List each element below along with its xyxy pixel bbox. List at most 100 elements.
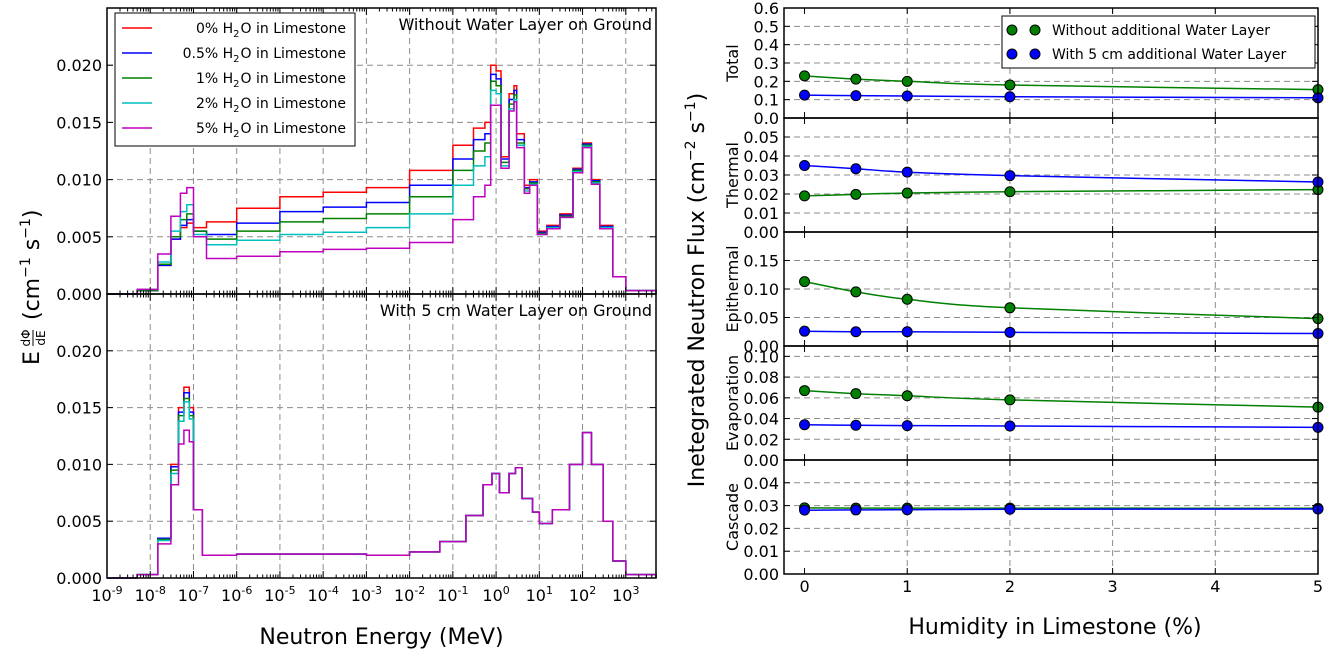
y-tick-label: 0.05	[743, 128, 779, 147]
legend-box	[114, 12, 356, 147]
flux-marker	[799, 89, 811, 101]
flux-marker	[850, 388, 862, 400]
y-tick-label: 0.01	[743, 542, 779, 561]
flux-marker	[850, 504, 862, 516]
y-tick-label: 0.1	[754, 91, 779, 110]
flux-series-line-2	[804, 164, 1319, 183]
flux-marker	[1004, 79, 1016, 91]
flux-series-line-2	[804, 508, 1319, 511]
x-tick-label: 2	[1005, 577, 1015, 596]
flux-marker	[1004, 186, 1016, 198]
flux-marker	[799, 385, 811, 397]
flux-legend: Without additional Water Layer With 5 cm …	[1001, 15, 1316, 69]
x-tick-label: 10-7	[178, 584, 209, 605]
y-tick-label: 0.005	[56, 228, 102, 247]
y-tick-label: 0.005	[56, 512, 102, 531]
legend-label: 0% H2O in Limestone	[196, 21, 346, 40]
flux-marker	[799, 160, 811, 171]
x-axis-label: Neutron Energy (MeV)	[259, 625, 503, 650]
flux-marker	[850, 90, 862, 102]
flux-marker	[799, 190, 811, 202]
y-label-e: E	[20, 351, 45, 365]
flux-marker	[1004, 326, 1016, 338]
y-tick-label: 0.6	[754, 0, 779, 18]
x-tick-label: 102	[569, 584, 596, 605]
y-tick-label: 0.4	[754, 36, 779, 55]
flux-series-line-1	[804, 188, 1319, 197]
y-tick-label: 0.010	[56, 455, 102, 474]
x-tick-label: 5	[1313, 577, 1323, 596]
panel-annotation: With 5 cm Water Layer on Ground	[380, 301, 652, 320]
flux-marker	[901, 90, 913, 102]
flux-marker	[901, 504, 913, 516]
x-tick-label: 10-4	[307, 584, 338, 605]
flux-marker	[901, 326, 913, 338]
y-tick-label: 0.015	[56, 399, 102, 418]
legend-marker	[1006, 48, 1018, 60]
legend-label: 5% H2O in Limestone	[196, 121, 346, 140]
right-chart-integrated-flux: 0.00.10.20.30.40.50.6Total0.000.010.020.…	[683, 0, 1324, 640]
x-tick-label: 10-3	[351, 584, 382, 605]
flux-marker	[901, 420, 913, 432]
legend-marker	[1006, 24, 1018, 36]
flux-marker	[799, 504, 811, 516]
y-tick-label: 0.10	[743, 280, 779, 299]
y-tick-label: 0.05	[743, 309, 779, 328]
flux-marker	[1004, 420, 1016, 432]
legend-marker	[1029, 24, 1041, 36]
x-axis-label: Humidity in Limestone (%)	[908, 615, 1201, 640]
y-tick-label: 0.3	[754, 54, 779, 73]
flux-marker	[799, 276, 811, 288]
y-tick-label: 0.02	[743, 519, 779, 538]
flux-series-line-1	[804, 280, 1319, 320]
flux-marker	[850, 286, 862, 298]
x-tick-label: 4	[1210, 577, 1220, 596]
flux-marker	[901, 187, 913, 199]
flux-marker	[850, 163, 862, 175]
x-tick-label: 1	[902, 577, 912, 596]
flux-marker	[850, 188, 862, 200]
panel-label: Total	[723, 44, 742, 82]
x-tick-label: 10-8	[135, 584, 166, 605]
y-tick-label: 0.0	[754, 109, 779, 128]
y-tick-label: 0.04	[743, 147, 779, 166]
x-tick-label: 10-5	[264, 584, 295, 605]
flux-series-line-1	[804, 389, 1319, 408]
legend-label: 2% H2O in Limestone	[196, 96, 346, 115]
y-tick-label: 0.06	[743, 389, 779, 408]
y-tick-label: 0.015	[56, 113, 102, 132]
y-tick-label: 0.020	[56, 342, 102, 361]
spectrum-series-4	[107, 401, 657, 579]
y-tick-label: 0.00	[743, 565, 779, 584]
x-tick-label: 10-1	[437, 584, 468, 605]
panel-label: Thermal	[723, 142, 742, 209]
legend-marker	[1029, 48, 1041, 60]
spectrum-series-2	[107, 392, 657, 579]
flux-marker	[901, 75, 913, 87]
y-tick-label: 0.02	[743, 185, 779, 204]
y-label-frac-num: dΦ	[19, 329, 33, 346]
flux-series-line-2	[804, 330, 1319, 335]
legend-label: With 5 cm additional Water Layer	[1052, 47, 1286, 63]
y-axis-label: Inetegrated Neutron Flux (cm−2 s−1)	[683, 93, 710, 487]
panel-frame	[106, 293, 657, 579]
y-tick-label: 0.00	[743, 337, 779, 356]
y-tick-label: 0.03	[743, 166, 779, 185]
left-chart-spectrum: 0.000 0.005 0.010 0.015 0.020 Without Water L…	[18, 7, 657, 650]
spectrum-series-3	[107, 397, 657, 579]
flux-marker	[850, 73, 862, 85]
legend-label: 1% H2O in Limestone	[196, 71, 346, 90]
panel-frame	[783, 345, 1319, 461]
y-tick-label: 0.000	[56, 285, 102, 304]
y-tick-label: 0.10	[743, 347, 779, 366]
y-tick-label: 0.00	[743, 451, 779, 470]
legend-box	[1001, 15, 1316, 69]
legend-label: 0.5% H2O in Limestone	[183, 46, 346, 65]
panel-label: Evaporation	[723, 355, 742, 451]
y-tick-label: 0.000	[56, 569, 102, 588]
flux-marker	[901, 390, 913, 402]
flux-marker	[850, 419, 862, 431]
